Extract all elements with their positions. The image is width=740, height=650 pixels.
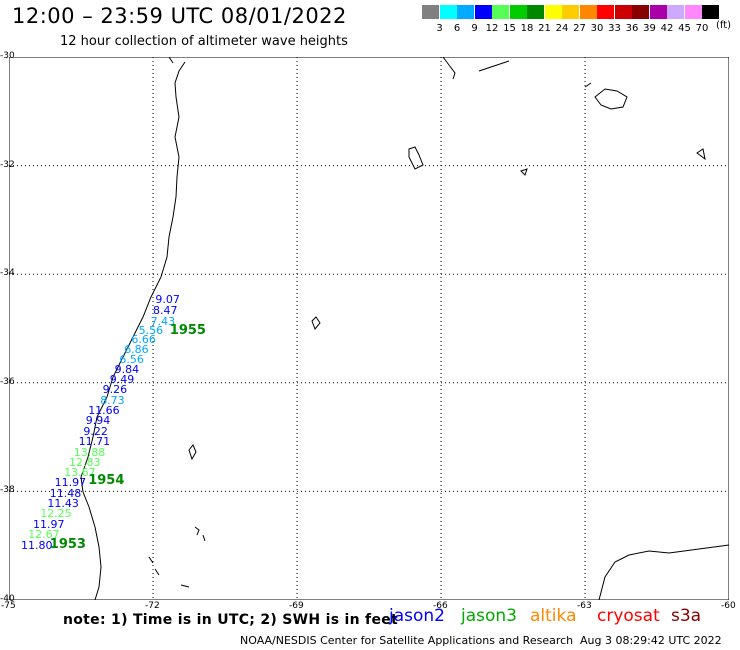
latitude-label: -34 [0,268,15,279]
wave-height-value: 11.43 [47,496,79,510]
pass-time-label: 1954 [88,472,125,488]
color-swatch [684,5,702,19]
wave-height-value: 7.43 [150,314,176,328]
coastline [80,57,729,600]
satellite-legend-item: altika [530,606,577,626]
wave-height-value: 9.94 [85,414,111,428]
longitude-label: -69 [289,601,304,611]
color-scale-tick: 42 [660,23,674,34]
map-subtitle: 12 hour collection of altimeter wave hei… [60,34,348,49]
satellite-legend-item: s3a [671,606,702,626]
wave-height-value: 11.71 [78,434,111,448]
island-river-plate [408,146,424,170]
wave-height-value: 5.56 [138,324,164,338]
color-scale-unit: (ft) [716,20,732,31]
latitude-label: -32 [0,159,15,170]
wave-height-value: 13.67 [64,465,96,479]
color-swatch [509,5,527,19]
wave-height-value: 8.73 [100,393,125,407]
longitude-label: -72 [145,601,160,611]
island-mocha [188,444,197,461]
color-swatch [579,5,597,19]
wave-height-value: 6.56 [119,352,144,366]
longitude-label: -75 [1,601,16,611]
coast-southeast [598,544,729,600]
color-swatch [632,5,649,19]
wave-height-value: 6.66 [131,333,156,347]
color-swatch [562,5,579,19]
wave-height-value: 11.80 [21,538,53,552]
color-swatch [422,5,439,19]
color-swatch [457,5,474,19]
color-scale-tick: 9 [471,23,478,34]
wave-height-value: 11.66 [88,404,120,418]
color-swatch [544,5,562,19]
latitude-label: -38 [0,485,15,496]
color-swatch [439,5,457,19]
wave-height-value: 9.22 [83,424,108,438]
wave-height-value: 11.97 [54,476,87,490]
wave-height-value: 12.83 [69,456,101,470]
color-swatch [614,5,632,19]
wave-height-value: 11.48 [49,486,82,500]
color-scale-tick: 33 [608,23,621,34]
wave-height-map [9,57,729,600]
color-swatch [667,5,684,19]
color-scale-tick: 18 [520,23,534,34]
wave-height-value: 8.47 [153,303,178,317]
wave-height-value: 9.26 [102,383,128,397]
island-chiloe-group [148,526,206,588]
pass-time-label: 1955 [169,323,206,339]
wave-height-value: 11.97 [33,518,65,532]
generation-timestamp: Aug 3 08:29:42 UTC 2022 [580,634,722,647]
color-swatch [649,5,667,19]
longitude-label: -60 [721,601,736,611]
satellite-legend-item: cryosat [597,606,660,626]
wave-height-value: 9.49 [109,373,135,387]
pass-time-label: 1953 [49,536,86,552]
color-scale-tick: 30 [590,23,604,34]
wave-height-value: 12.25 [40,507,72,521]
satellite-legend-item: jason3 [461,606,517,626]
graticule [9,57,729,600]
color-scale-tick: 36 [625,23,639,34]
color-scale-tick: 45 [678,23,691,34]
latitude-label: -40 [0,594,15,604]
chile-coastline [80,61,186,600]
island-small-2 [520,148,706,176]
color-scale-tick: 21 [538,23,551,34]
latitude-label: -30 [0,51,15,61]
wave-height-value: 13.88 [73,446,106,460]
map-title: 12:00 – 23:59 UTC 08/01/2022 [12,4,347,28]
color-scale-tick: 6 [453,23,461,34]
latitude-label: -36 [0,376,15,387]
map-frame [9,57,729,600]
island-small-1 [311,316,321,330]
wave-height-value: 9.84 [114,362,140,376]
color-scale-tick: 12 [485,23,499,34]
color-swatch [597,5,614,19]
longitude-label: -66 [433,601,448,611]
color-scale-tick: 39 [643,23,656,34]
coast-northeast [442,57,628,110]
color-swatch [527,5,544,19]
satellite-legend-item: jason2 [389,606,445,626]
color-scale-tick: 27 [573,23,586,34]
color-swatch [474,5,492,19]
color-swatch [702,5,719,19]
color-scale-tick: 3 [436,23,443,34]
wave-height-value: 12.67 [28,527,60,541]
footer-note: note: 1) Time is in UTC; 2) SWH is in fe… [63,612,399,628]
coast-feature [168,57,174,64]
color-scale-tick: 24 [555,23,569,34]
longitude-label: -63 [577,601,592,611]
credit-line: NOAA/NESDIS Center for Satellite Applica… [240,634,574,647]
color-scale-tick: 70 [695,23,709,34]
wave-height-value: 6.86 [124,343,149,357]
wave-height-value: 9.07 [155,292,180,306]
color-scale-tick: 15 [503,23,516,34]
color-swatch [492,5,509,19]
